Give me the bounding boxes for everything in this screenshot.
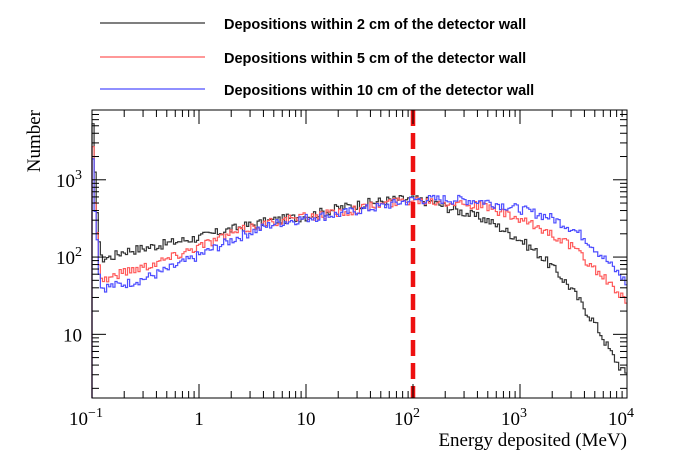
x-tick-label: 104 <box>608 406 634 430</box>
y-axis-title: Number <box>24 109 45 172</box>
series-line-3 <box>91 158 627 398</box>
series-layer <box>91 123 627 398</box>
series-line-2 <box>91 146 627 398</box>
y-tick-label: 10 <box>63 325 82 346</box>
y-tick-label: 102 <box>56 245 82 269</box>
x-tick-label: 102 <box>394 406 420 430</box>
tick-label-layer: 10−1 1 10 102 103 104 10 102 103 <box>56 168 634 430</box>
x-axis-title: Energy deposited (MeV) <box>438 430 627 451</box>
x-tick-label: 103 <box>501 406 527 430</box>
x-tick-label: 1 <box>194 409 204 430</box>
y-tick-label: 103 <box>56 168 82 192</box>
x-tick-label: 10−1 <box>69 406 103 430</box>
tick-layer <box>91 109 628 398</box>
plot-frame <box>91 109 628 399</box>
legend: Depositions within 2 cm of the detector … <box>100 17 534 99</box>
x-tick-label: 10 <box>297 409 316 430</box>
series-line-1 <box>91 123 627 398</box>
legend-label-2cm: Depositions within 2 cm of the detector … <box>224 17 526 33</box>
legend-label-5cm: Depositions within 5 cm of the detector … <box>224 51 526 67</box>
legend-label-10cm: Depositions within 10 cm of the detector… <box>224 83 534 99</box>
